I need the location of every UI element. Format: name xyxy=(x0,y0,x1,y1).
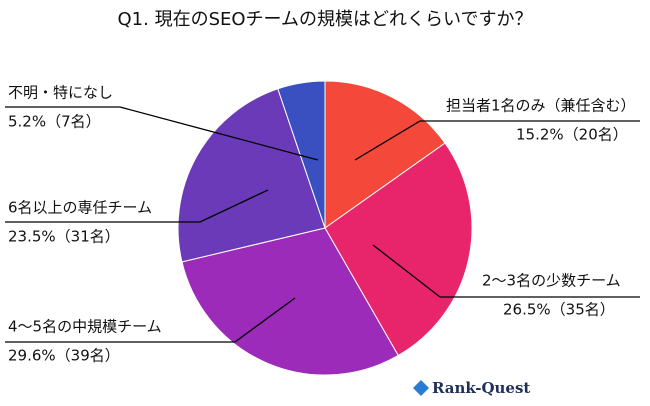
category-label: 4〜5名の中規模チーム xyxy=(8,318,162,336)
logo-icon xyxy=(413,380,429,396)
pie xyxy=(177,80,473,376)
value-label: 29.6%（39名） xyxy=(8,347,120,365)
logo: Rank-Quest xyxy=(432,379,530,397)
leader-line xyxy=(234,297,296,343)
value-label: 15.2%（20名） xyxy=(516,126,628,144)
leader-line xyxy=(119,106,319,161)
category-label: 2〜3名の少数チーム xyxy=(482,272,621,290)
pie-slice xyxy=(324,80,446,229)
leader-line xyxy=(199,189,269,223)
value-label: 26.5%（35名） xyxy=(503,301,615,319)
pie-slice xyxy=(277,80,326,229)
chart-title: Q1. 現在のSEOチームの規模はどれくらいですか？ xyxy=(118,9,533,30)
category-label: 不明・特になし xyxy=(8,84,113,102)
category-label: 担当者1名のみ（兼任含む） xyxy=(446,97,636,115)
value-label: 23.5%（31名） xyxy=(8,228,120,246)
value-label: 5.2%（7名） xyxy=(8,113,101,131)
category-label: 6名以上の専任チーム xyxy=(8,199,152,217)
leader-line xyxy=(372,244,441,298)
leader-line xyxy=(354,120,421,161)
pie-slice xyxy=(324,142,473,357)
